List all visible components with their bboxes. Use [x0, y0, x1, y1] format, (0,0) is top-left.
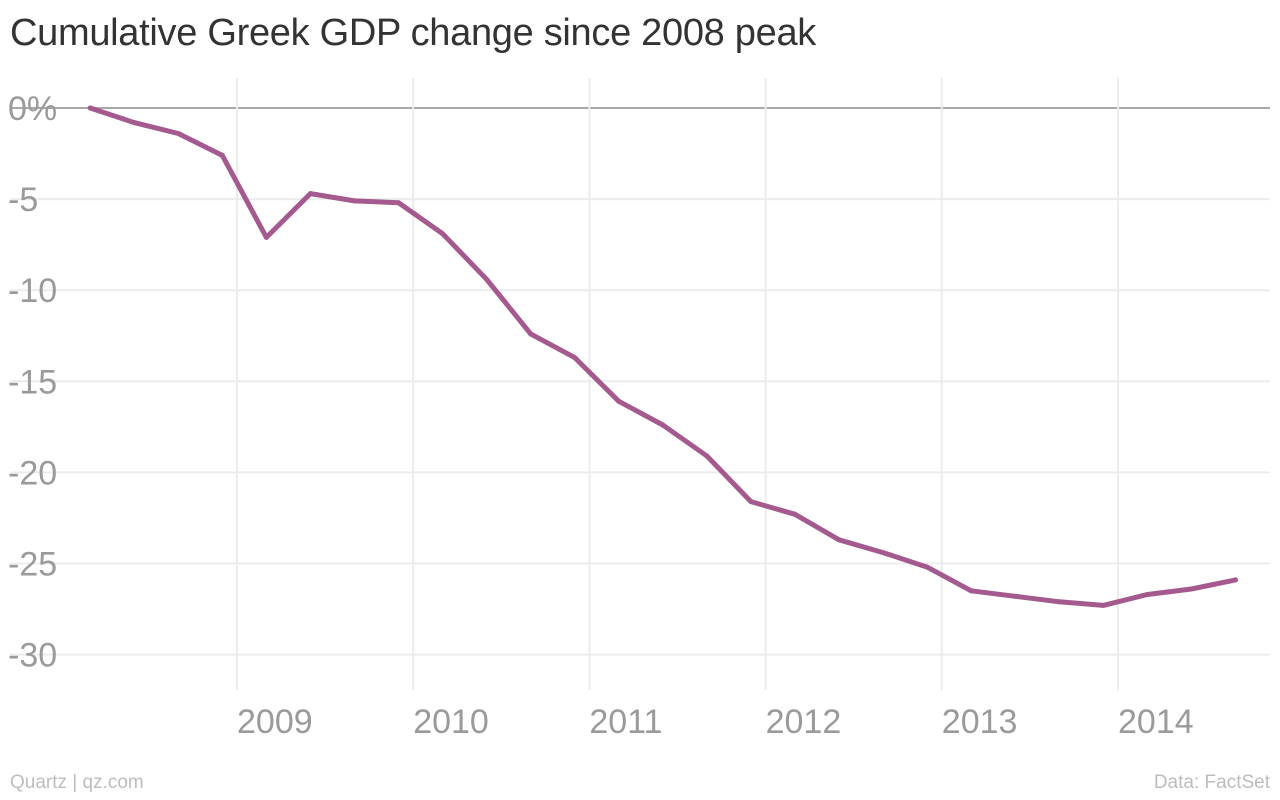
footer-source: Data: FactSet	[1153, 772, 1270, 793]
data-point	[1232, 577, 1238, 583]
data-point	[307, 191, 313, 197]
x-tick-label: 2014	[1118, 703, 1194, 741]
chart-title: Cumulative Greek GDP change since 2008 p…	[10, 12, 816, 54]
data-point	[836, 537, 842, 543]
x-tick-label: 2012	[766, 703, 842, 741]
data-point	[616, 398, 622, 404]
data-point	[792, 511, 798, 517]
x-axis-ticks: 2009 2010 2011 2012 2013 2014	[237, 703, 1194, 741]
data-point	[87, 105, 93, 111]
y-tick-label: 0%	[8, 90, 57, 128]
x-tick-label: 2010	[413, 703, 489, 741]
data-point	[528, 331, 534, 337]
data-point	[968, 588, 974, 594]
data-point	[263, 234, 269, 240]
y-axis-ticks: 0% -5 -10 -15 -20 -25 -30	[8, 90, 57, 675]
x-tick-label: 2011	[589, 703, 662, 741]
y-tick-label: -5	[8, 181, 38, 219]
series-layer	[87, 105, 1238, 608]
data-point	[880, 550, 886, 556]
data-point	[660, 422, 666, 428]
data-point	[1144, 591, 1150, 597]
data-point	[1188, 586, 1194, 592]
data-point	[484, 276, 490, 282]
data-point	[1012, 593, 1018, 599]
data-point	[704, 453, 710, 459]
data-point	[748, 499, 754, 505]
y-tick-label: -30	[8, 637, 57, 675]
y-tick-label: -20	[8, 454, 57, 492]
data-point	[219, 152, 225, 158]
data-point	[440, 231, 446, 237]
y-tick-label: -25	[8, 546, 57, 584]
x-tick-label: 2013	[942, 703, 1018, 741]
x-tick-label: 2009	[237, 703, 313, 741]
data-point	[175, 131, 181, 137]
data-point	[1056, 599, 1062, 605]
series-line	[87, 105, 1238, 608]
y-tick-label: -15	[8, 363, 57, 401]
data-point	[924, 564, 930, 570]
grid-layer	[10, 78, 1270, 690]
data-point	[396, 200, 402, 206]
data-point	[572, 355, 578, 361]
y-tick-label: -10	[8, 272, 57, 310]
data-point	[131, 120, 137, 126]
data-point	[1100, 602, 1106, 608]
data-point	[351, 198, 357, 204]
footer-credit: Quartz | qz.com	[10, 772, 144, 793]
